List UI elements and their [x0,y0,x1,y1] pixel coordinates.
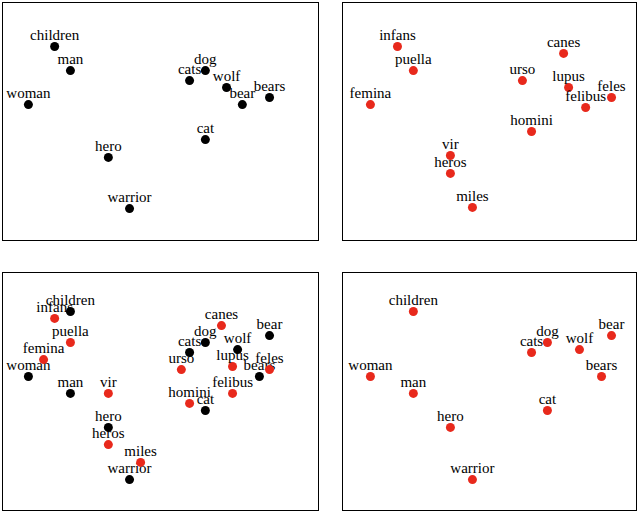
svg-text:man: man [58,374,84,390]
svg-text:canes: canes [547,34,580,50]
svg-text:wolf: wolf [213,68,241,84]
svg-text:wolf: wolf [224,330,252,346]
svg-text:hero: hero [95,138,122,154]
svg-text:children: children [30,27,80,43]
svg-text:dog: dog [536,323,559,339]
svg-text:woman: woman [6,357,51,374]
svg-text:bears: bears [254,78,286,94]
svg-text:woman: woman [348,357,393,373]
svg-text:feles: feles [597,78,626,95]
svg-text:homini: homini [168,384,211,400]
svg-text:bears: bears [586,357,618,373]
svg-text:puella: puella [395,51,432,67]
svg-text:warrior: warrior [107,189,151,205]
svg-text:children: children [389,292,439,308]
svg-text:canes: canes [205,306,238,322]
svg-text:cats: cats [178,61,201,77]
svg-text:hero: hero [95,408,122,424]
svg-text:man: man [58,51,84,67]
svg-text:bear: bear [599,316,625,332]
svg-text:felibus: felibus [565,88,606,104]
svg-text:vir: vir [100,374,117,390]
svg-text:wolf: wolf [566,330,594,346]
svg-text:cats: cats [519,333,544,350]
svg-text:man: man [400,374,426,390]
svg-text:homini: homini [510,112,553,128]
svg-text:femina: femina [350,85,392,101]
svg-text:vir: vir [442,136,459,152]
svg-text:lupus: lupus [552,68,585,84]
svg-text:femina: femina [23,340,65,356]
svg-text:miles: miles [456,188,489,204]
svg-text:miles: miles [124,443,157,459]
svg-text:warrior: warrior [107,460,152,477]
svg-text:puella: puella [52,323,89,339]
svg-text:warrior: warrior [450,460,494,476]
svg-text:dog: dog [194,51,217,68]
svg-text:dog: dog [194,323,217,339]
svg-text:woman: woman [6,85,51,101]
svg-text:hero: hero [437,408,464,424]
svg-text:infans: infans [36,299,73,315]
svg-text:bear: bear [257,316,283,332]
svg-text:heros: heros [434,154,467,170]
svg-text:infans: infans [379,27,416,43]
svg-text:cat: cat [197,120,215,136]
svg-text:cats: cats [177,333,202,350]
svg-text:urso: urso [510,61,536,77]
svg-text:heros: heros [92,425,125,441]
svg-text:feles: feles [255,350,283,366]
svg-text:urso: urso [168,350,194,366]
svg-text:lupus: lupus [216,347,249,363]
svg-text:felibus: felibus [212,374,253,390]
svg-text:bear: bear [229,85,255,101]
svg-text:cat: cat [539,391,557,407]
